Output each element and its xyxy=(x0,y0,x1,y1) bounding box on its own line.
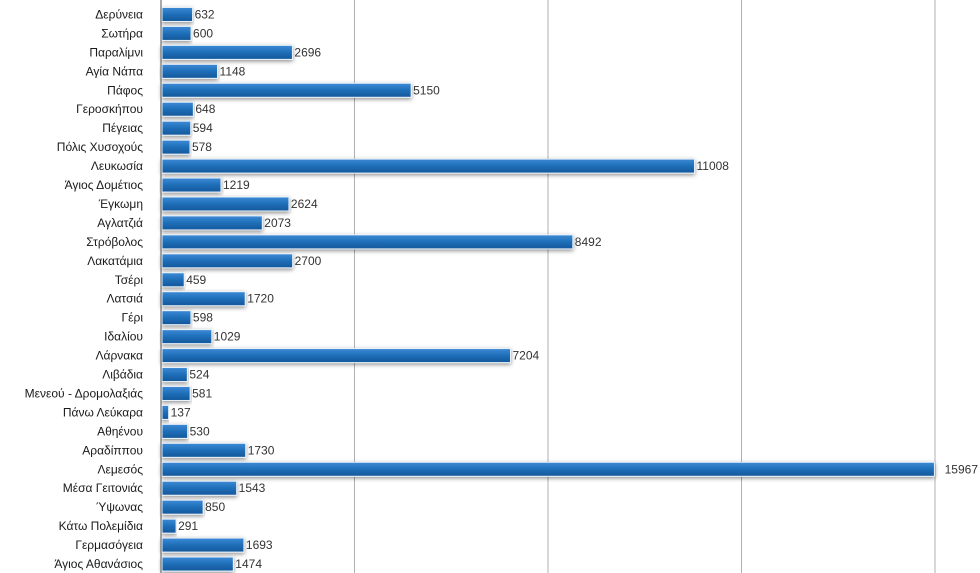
value-label: 1730 xyxy=(248,443,275,457)
bar xyxy=(161,82,412,98)
value-label: 1693 xyxy=(246,538,273,552)
value-label: 530 xyxy=(190,424,210,438)
category-label: Ύψωνας xyxy=(96,500,143,514)
bar xyxy=(161,158,696,174)
category-label: Παραλίμνι xyxy=(89,45,143,59)
bar xyxy=(161,556,234,572)
value-label: 598 xyxy=(193,311,213,325)
value-label: 1474 xyxy=(235,557,262,571)
category-label: Πάνω Λεύκαρα xyxy=(63,405,143,419)
bar xyxy=(161,537,245,553)
value-label: 7204 xyxy=(512,349,539,363)
bar xyxy=(161,329,213,345)
category-label: Λάρνακα xyxy=(95,349,143,363)
bar xyxy=(161,25,192,41)
value-label: 1543 xyxy=(239,481,266,495)
category-label: Αθηένου xyxy=(97,424,143,438)
gridlines xyxy=(354,0,936,573)
category-label: Γέρι xyxy=(122,311,144,325)
bar xyxy=(161,480,238,496)
category-label: Πάφος xyxy=(107,83,143,97)
category-label: Μέσα Γειτονιάς xyxy=(63,481,143,495)
category-label: Λιβάδια xyxy=(102,368,143,382)
bar xyxy=(161,6,194,22)
bar xyxy=(161,423,189,439)
value-label: 581 xyxy=(192,386,212,400)
value-label: 2624 xyxy=(291,197,318,211)
category-label: Άγιος Δομέτιος xyxy=(65,178,144,192)
value-label: 850 xyxy=(205,500,225,514)
category-label: Λευκωσία xyxy=(91,159,143,173)
category-label: Σωτήρα xyxy=(101,26,143,40)
category-label: Λεμεσός xyxy=(98,462,144,476)
category-label: Έγκωμη xyxy=(98,197,143,211)
value-label: 8492 xyxy=(575,235,602,249)
value-label: 524 xyxy=(189,368,209,382)
value-label: 1720 xyxy=(247,292,274,306)
bar xyxy=(161,518,177,534)
bar xyxy=(161,177,222,193)
category-label: Πόλις Χυσοχούς xyxy=(57,140,143,154)
category-label: Γερμασόγεια xyxy=(75,538,143,552)
bar xyxy=(161,385,191,401)
category-label: Άγιος Αθανάσιος xyxy=(54,557,143,571)
category-label: Αραδίππου xyxy=(82,443,143,457)
value-label: 2700 xyxy=(295,254,322,268)
bar xyxy=(161,272,185,288)
value-label: 1029 xyxy=(214,330,241,344)
bar xyxy=(161,291,246,307)
bar xyxy=(161,215,263,231)
category-label: Ιδαλίου xyxy=(104,330,143,344)
value-label: 1148 xyxy=(220,64,246,78)
value-label: 5150 xyxy=(413,83,440,97)
bars xyxy=(161,6,935,572)
category-label: Κάτω Πολεμίδια xyxy=(59,519,143,533)
bar xyxy=(161,63,219,79)
bar xyxy=(161,44,293,60)
category-label: Στρόβολος xyxy=(86,235,143,249)
category-label: Τσέρι xyxy=(115,273,144,287)
category-label: Λακατάμια xyxy=(87,254,143,268)
value-label: 578 xyxy=(192,140,212,154)
bar xyxy=(161,139,191,155)
bar xyxy=(161,253,294,269)
value-label: 137 xyxy=(171,405,191,419)
value-label: 632 xyxy=(195,7,215,21)
bar xyxy=(161,101,194,117)
category-label: Αγία Νάπα xyxy=(86,64,143,78)
value-label: 459 xyxy=(186,273,206,287)
category-labels: Δερύνεια Σωτήρα Παραλίμνι Αγία Νάπα Πάφος Γερ… xyxy=(25,7,144,571)
bar xyxy=(161,442,247,458)
bar xyxy=(161,461,935,477)
value-label: 594 xyxy=(193,121,213,135)
bar xyxy=(161,234,574,250)
value-labels: 632 600 2696 1148 5150 648 594 578 11008 1219 2624… xyxy=(171,7,979,571)
value-label: 291 xyxy=(178,519,198,533)
bar xyxy=(161,310,192,326)
bar xyxy=(161,367,188,383)
value-label: 2696 xyxy=(294,45,321,59)
category-label: Δερύνεια xyxy=(95,7,143,21)
bar xyxy=(161,499,204,515)
category-label: Πέγειας xyxy=(102,121,143,135)
category-label: Μενεού - Δρομολαξιάς xyxy=(25,386,144,400)
category-label: Γεροσκήπου xyxy=(76,102,143,116)
value-label: 1219 xyxy=(223,178,250,192)
category-label: Αγλατζιά xyxy=(97,216,143,230)
bar xyxy=(161,120,192,136)
value-label: 11008 xyxy=(697,159,730,173)
value-label: 600 xyxy=(193,26,213,40)
bar xyxy=(161,348,511,364)
value-label: 2073 xyxy=(264,216,291,230)
bar xyxy=(161,404,170,420)
value-label: 15967 xyxy=(945,462,979,476)
value-label: 648 xyxy=(195,102,215,116)
category-label: Λατσιά xyxy=(106,292,143,306)
bar xyxy=(161,196,290,212)
